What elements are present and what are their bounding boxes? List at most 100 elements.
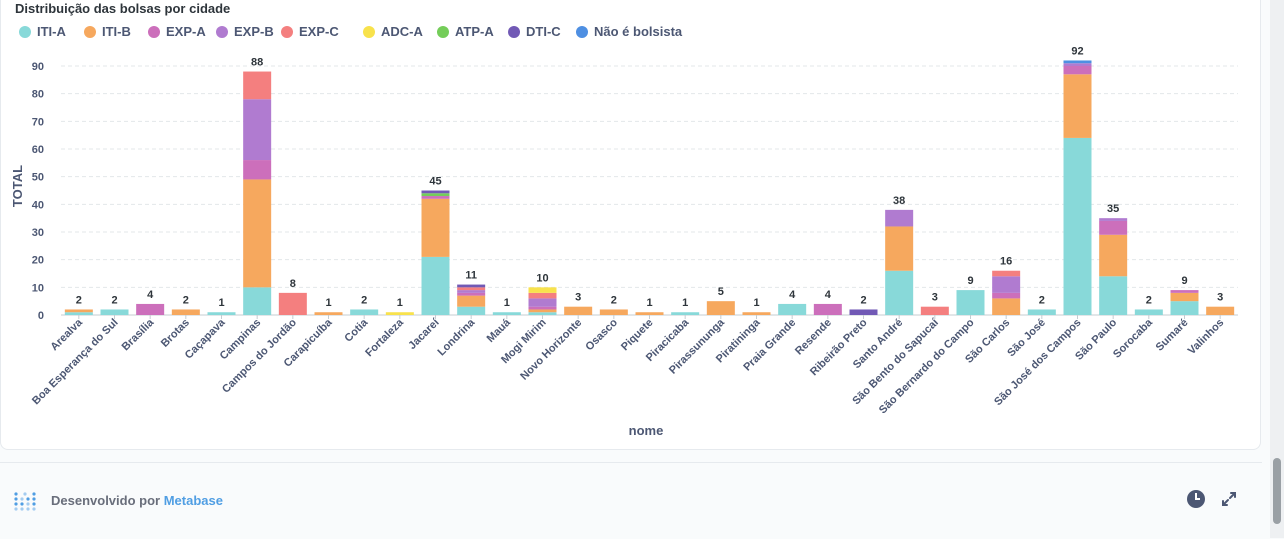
- bar-segment[interactable]: [528, 292, 557, 299]
- bar-segment[interactable]: [528, 309, 557, 313]
- bar-segment[interactable]: [243, 287, 272, 315]
- bar-segment[interactable]: [421, 190, 450, 194]
- bar-segment[interactable]: [421, 198, 450, 257]
- bar-segment[interactable]: [1063, 66, 1092, 75]
- x-tick-label: Cotia: [342, 316, 371, 345]
- y-tick-label: 90: [32, 61, 44, 73]
- data-label: 2: [111, 294, 117, 306]
- bar-segment[interactable]: [243, 160, 272, 180]
- bar-segment[interactable]: [778, 303, 807, 315]
- bar-segment[interactable]: [564, 306, 593, 315]
- bar-segment[interactable]: [742, 312, 771, 315]
- chart-title: Distribuição das bolsas por cidade: [15, 1, 231, 16]
- data-label: 5: [718, 286, 724, 298]
- bar-segment[interactable]: [528, 298, 557, 307]
- metabase-logo-icon[interactable]: [13, 491, 37, 511]
- scrollbar-thumb[interactable]: [1273, 458, 1281, 524]
- bar-segment[interactable]: [528, 287, 557, 293]
- bar-segment[interactable]: [1099, 234, 1128, 277]
- data-label: 2: [1039, 294, 1045, 306]
- data-label: 4: [825, 289, 832, 301]
- bar-segment[interactable]: [1170, 301, 1199, 315]
- bar-segment[interactable]: [457, 306, 486, 315]
- bar-segment[interactable]: [992, 292, 1021, 299]
- bar-segment[interactable]: [421, 256, 450, 315]
- bar-segment[interactable]: [920, 306, 949, 315]
- bar-segment[interactable]: [243, 71, 272, 100]
- bar-segment[interactable]: [278, 292, 307, 315]
- bar-segment[interactable]: [885, 226, 914, 271]
- bar-segment[interactable]: [1099, 276, 1128, 315]
- bar-segment[interactable]: [1170, 292, 1199, 302]
- bar-segment[interactable]: [1206, 306, 1235, 315]
- data-label: 4: [147, 289, 154, 301]
- bar-segment[interactable]: [706, 301, 735, 315]
- bar-segment[interactable]: [1134, 309, 1163, 315]
- bar-segment[interactable]: [385, 312, 414, 315]
- bar-segment[interactable]: [1063, 60, 1092, 64]
- bar-segment[interactable]: [1063, 74, 1092, 138]
- bar-segment[interactable]: [492, 312, 521, 315]
- y-tick-label: 70: [32, 116, 44, 128]
- expand-icon[interactable]: [1220, 490, 1238, 508]
- bar-segment[interactable]: [136, 303, 165, 315]
- data-label: 3: [1217, 292, 1223, 304]
- bar-segment[interactable]: [849, 309, 878, 315]
- bar-segment[interactable]: [100, 309, 129, 315]
- bar-segment[interactable]: [635, 312, 664, 315]
- bar-segment[interactable]: [1027, 309, 1056, 315]
- bar-segment[interactable]: [314, 312, 343, 315]
- x-tick-label: Novo Horizonte: [518, 317, 584, 383]
- data-label: 11: [465, 270, 477, 282]
- data-label: 1: [753, 297, 759, 309]
- bar-segment[interactable]: [1170, 290, 1199, 293]
- bar-segment[interactable]: [528, 312, 557, 315]
- bar-segment[interactable]: [421, 196, 450, 199]
- bar-segment[interactable]: [171, 309, 200, 315]
- bar-segment[interactable]: [992, 270, 1021, 277]
- x-tick-label: Piquete: [619, 317, 656, 354]
- metabase-link[interactable]: Metabase: [163, 493, 223, 508]
- bar-segment[interactable]: [956, 290, 985, 315]
- y-tick-label: 60: [32, 144, 44, 156]
- bar-segment[interactable]: [350, 309, 379, 315]
- bar-segment[interactable]: [1099, 218, 1128, 221]
- bar-segment[interactable]: [885, 270, 914, 315]
- bar-segment[interactable]: [813, 303, 842, 315]
- legend-swatch: [508, 26, 520, 38]
- bar-segment[interactable]: [243, 99, 272, 161]
- chart-card: [0, 0, 1261, 450]
- x-axis-title: nome: [629, 423, 664, 438]
- bar-segment[interactable]: [457, 290, 486, 293]
- bar-segment[interactable]: [207, 312, 236, 315]
- x-tick-label: Brasília: [120, 316, 157, 353]
- data-label: 1: [325, 297, 331, 309]
- footer-prefix: Desenvolvido por: [51, 493, 161, 508]
- y-axis-title: TOTAL: [10, 165, 25, 207]
- bar-segment[interactable]: [671, 312, 700, 315]
- bar-segment[interactable]: [885, 209, 914, 227]
- bar-segment[interactable]: [528, 306, 557, 310]
- y-tick-label: 30: [32, 227, 44, 239]
- bar-segment[interactable]: [992, 276, 1021, 293]
- bar-segment[interactable]: [64, 309, 93, 313]
- scrollbar-track[interactable]: [1270, 0, 1284, 538]
- bar-segment[interactable]: [457, 295, 486, 307]
- bar-segment[interactable]: [1063, 63, 1092, 66]
- data-label: 2: [76, 294, 82, 306]
- bar-segment[interactable]: [1063, 137, 1092, 315]
- bar-segment[interactable]: [1099, 220, 1128, 235]
- bar-segment[interactable]: [457, 292, 486, 296]
- bar-segment[interactable]: [457, 284, 486, 288]
- bar-segment[interactable]: [457, 287, 486, 291]
- bar-segment[interactable]: [64, 312, 93, 315]
- bar-segment[interactable]: [243, 179, 272, 288]
- legend-swatch: [437, 26, 449, 38]
- bar-segment[interactable]: [992, 298, 1021, 315]
- bar-segment[interactable]: [421, 193, 450, 197]
- legend-label: ITI-B: [102, 24, 131, 39]
- bar-segment[interactable]: [599, 309, 628, 315]
- footer-credit: Desenvolvido por Metabase: [51, 493, 223, 508]
- clock-icon[interactable]: [1187, 490, 1205, 508]
